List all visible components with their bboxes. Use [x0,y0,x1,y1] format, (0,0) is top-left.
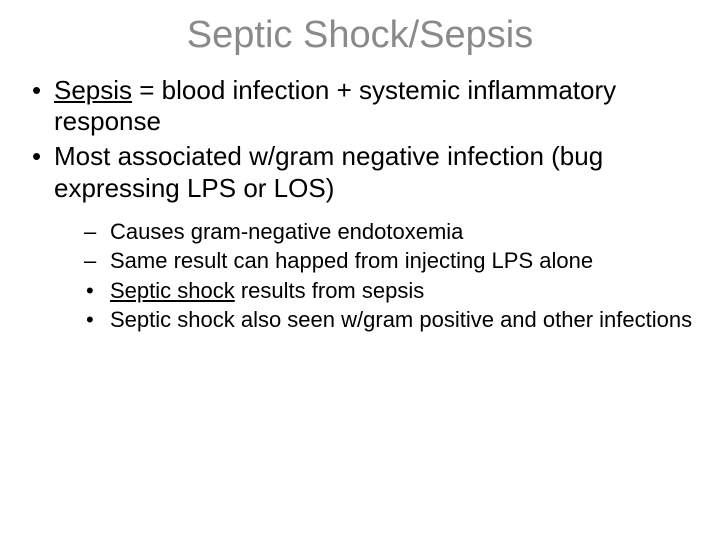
underlined-term: Septic shock [110,278,235,303]
sub-bullet-item: Causes gram-negative endotoxemia [84,218,700,246]
sub-bullet-text: results from sepsis [235,278,425,303]
sub-bullet-item: Septic shock also seen w/gram positive a… [84,306,700,334]
sub-bullet-text: Causes gram-negative endotoxemia [110,219,463,244]
slide-title: Septic Shock/Sepsis [20,14,700,57]
sub-bullet-list: Causes gram-negative endotoxemia Same re… [54,218,700,334]
bullet-text: Most associated w/gram negative infectio… [54,141,603,202]
main-bullet-list: Sepsis = blood infection + systemic infl… [20,75,700,334]
sub-bullet-item: Septic shock results from sepsis [84,277,700,305]
bullet-text: = blood infection + systemic inflammator… [54,75,616,136]
sub-bullet-text: Same result can happed from injecting LP… [110,248,593,273]
bullet-item: Most associated w/gram negative infectio… [28,141,700,333]
underlined-term: Sepsis [54,75,132,105]
sub-bullet-text: Septic shock also seen w/gram positive a… [110,307,692,332]
slide: Septic Shock/Sepsis Sepsis = blood infec… [0,0,720,540]
sub-bullet-item: Same result can happed from injecting LP… [84,247,700,275]
bullet-item: Sepsis = blood infection + systemic infl… [28,75,700,137]
